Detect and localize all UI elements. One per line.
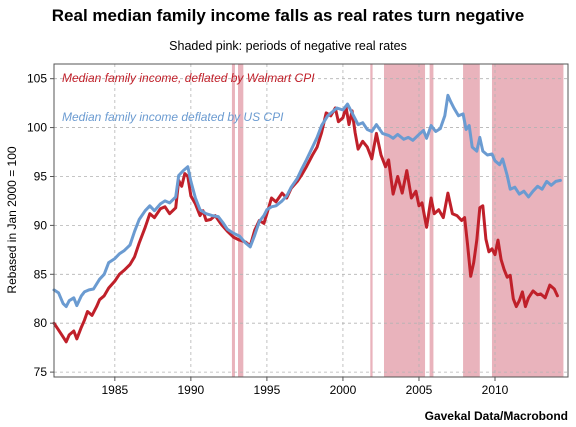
y-tick-label-100: 100 <box>27 121 47 135</box>
legend-walmart: Median family income, deflated by Walmar… <box>62 71 315 85</box>
x-tick-label-1995: 1995 <box>254 383 281 397</box>
series-line-walmart-cpi <box>52 105 559 344</box>
chart-subtitle: Shaded pink: periods of negative real ra… <box>169 39 407 53</box>
plot-frame <box>53 63 569 378</box>
shaded-period-6 <box>491 64 564 377</box>
y-axis: 75 80 85 90 95 100 105 <box>27 72 54 379</box>
shaded-period-0 <box>231 64 235 377</box>
shaded-periods <box>231 64 564 377</box>
source-note: Gavekal Data/Macrobond <box>425 409 568 423</box>
series-line-us-cpi <box>52 93 562 309</box>
x-tick-label-2005: 2005 <box>406 383 433 397</box>
y-tick-label-90: 90 <box>34 218 48 232</box>
x-tick-label-1990: 1990 <box>178 383 205 397</box>
grid <box>54 64 568 377</box>
y-tick-label-80: 80 <box>34 316 48 330</box>
y-tick-label-85: 85 <box>34 267 48 281</box>
series-lines <box>52 93 562 344</box>
y-axis-label: Rebased in Jan 2000 = 100 <box>5 146 19 293</box>
chart-title: Real median family income falls as real … <box>52 6 524 25</box>
shaded-period-1 <box>238 64 244 377</box>
y-tick-label-105: 105 <box>27 72 47 86</box>
x-axis: 1985 1990 1995 2000 2005 2010 <box>101 377 509 397</box>
shaded-period-5 <box>463 64 480 377</box>
legend-us-cpi: Median family income deflated by US CPI <box>62 110 284 124</box>
x-tick-label-1985: 1985 <box>101 383 128 397</box>
y-tick-label-75: 75 <box>34 365 48 379</box>
x-tick-label-2010: 2010 <box>482 383 509 397</box>
shaded-period-3 <box>383 64 426 377</box>
shaded-period-4 <box>429 64 434 377</box>
x-tick-label-2000: 2000 <box>330 383 357 397</box>
shaded-period-2 <box>370 64 373 377</box>
y-tick-label-95: 95 <box>34 169 48 183</box>
